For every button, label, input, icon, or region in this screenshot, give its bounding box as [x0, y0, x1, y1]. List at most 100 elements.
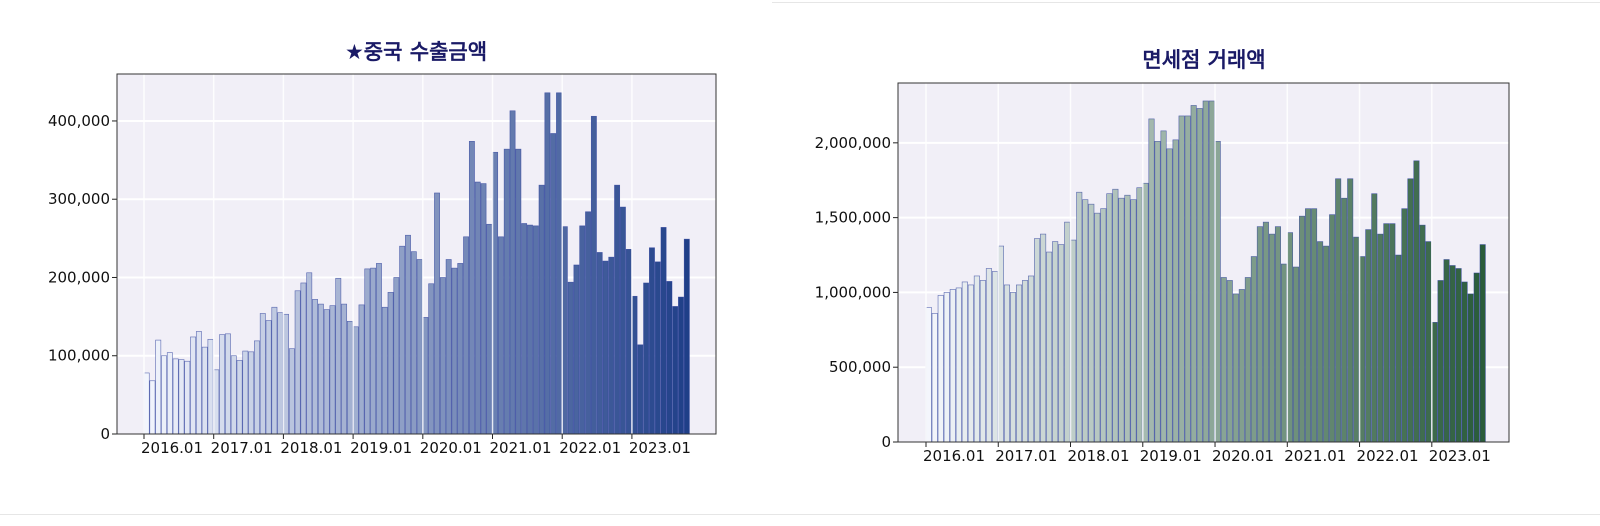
bar: [178, 359, 185, 435]
bar: [317, 303, 324, 435]
chart-1: 0 100,000 200,000 300,000 400,000 2016.01 2017…: [48, 40, 717, 457]
bar: [1329, 214, 1336, 443]
bar: [527, 224, 533, 435]
top-divider: [772, 2, 1600, 3]
bar: [410, 251, 417, 435]
bar: [219, 334, 226, 435]
bar: [602, 260, 609, 435]
bar: [1028, 275, 1035, 443]
bar: [213, 369, 220, 435]
bar: [1419, 224, 1426, 443]
x-tick-label: 2018.01: [280, 439, 342, 457]
bar: [201, 346, 208, 435]
bar: [544, 92, 551, 435]
bar: [1461, 281, 1468, 443]
bar: [230, 355, 237, 435]
bar: [1022, 280, 1029, 443]
y-tick-label: 2,000,000: [815, 134, 891, 152]
bar: [283, 313, 289, 435]
bar: [1202, 100, 1209, 443]
bar: [608, 256, 615, 435]
bar: [1250, 256, 1257, 443]
bar: [468, 141, 475, 435]
bar: [1244, 277, 1251, 443]
bar: [1118, 197, 1125, 443]
bar: [961, 281, 968, 443]
chart-title: 면세점 거래액: [1142, 48, 1265, 72]
bar: [631, 295, 638, 435]
plot-frame: [897, 82, 1510, 443]
bar: [474, 181, 481, 435]
bar: [498, 236, 504, 435]
bar: [1305, 208, 1312, 443]
bar: [1172, 139, 1179, 443]
bar: [1473, 272, 1480, 443]
bar: [1323, 245, 1330, 443]
chart-title: ★중국 수출금액: [345, 40, 487, 64]
bar: [515, 148, 522, 435]
bar: [207, 338, 214, 435]
bar: [1407, 178, 1414, 443]
bar: [445, 259, 452, 435]
bar: [358, 304, 365, 435]
x-tick-label: 2021.01: [489, 439, 551, 457]
bar: [381, 306, 388, 435]
bar: [346, 320, 353, 435]
bar: [480, 183, 487, 435]
y-tick-label: 0: [100, 425, 110, 443]
bar: [1365, 229, 1372, 443]
bar: [1196, 108, 1203, 443]
bar: [1178, 115, 1185, 443]
bar: [387, 292, 394, 435]
bar: [352, 326, 359, 435]
y-tick-label: 400,000: [48, 112, 110, 130]
bar: [532, 225, 539, 435]
bar: [271, 306, 278, 435]
bar: [943, 292, 950, 443]
bar: [967, 284, 974, 443]
bar: [149, 380, 156, 435]
bar: [1431, 322, 1438, 443]
bar: [1076, 191, 1083, 443]
bar: [666, 281, 673, 435]
bar: [503, 148, 510, 435]
bar: [672, 306, 679, 435]
bar: [265, 320, 272, 435]
bar: [1130, 199, 1137, 443]
bar: [434, 192, 440, 435]
bar: [1317, 241, 1324, 443]
x-tick-label: 2022.01: [559, 439, 621, 457]
bar: [1148, 118, 1155, 443]
bar: [184, 360, 191, 435]
bar: [925, 307, 932, 443]
bar: [509, 110, 516, 435]
bar: [1425, 241, 1432, 443]
bar: [1274, 226, 1281, 443]
bar: [259, 313, 266, 435]
x-tick-label: 2020.01: [420, 439, 482, 457]
bar: [1383, 223, 1390, 443]
bar: [370, 267, 377, 435]
bar: [1112, 188, 1119, 443]
bar: [1455, 268, 1462, 443]
bar: [1046, 251, 1053, 443]
bar: [1443, 259, 1450, 443]
bar: [538, 184, 545, 435]
bar: [985, 268, 992, 443]
bar: [678, 296, 684, 435]
bar: [1226, 280, 1233, 443]
bar: [312, 299, 318, 435]
bar: [1214, 141, 1221, 443]
bar: [1052, 241, 1059, 443]
bar: [550, 133, 557, 435]
bar: [277, 312, 284, 435]
bar: [242, 350, 249, 435]
bar: [190, 336, 197, 435]
bar: [614, 184, 621, 435]
bar: [335, 277, 342, 435]
bar: [979, 280, 986, 443]
bar: [376, 263, 382, 435]
bar: [937, 295, 944, 443]
bar: [329, 305, 336, 435]
bar: [1413, 160, 1420, 443]
